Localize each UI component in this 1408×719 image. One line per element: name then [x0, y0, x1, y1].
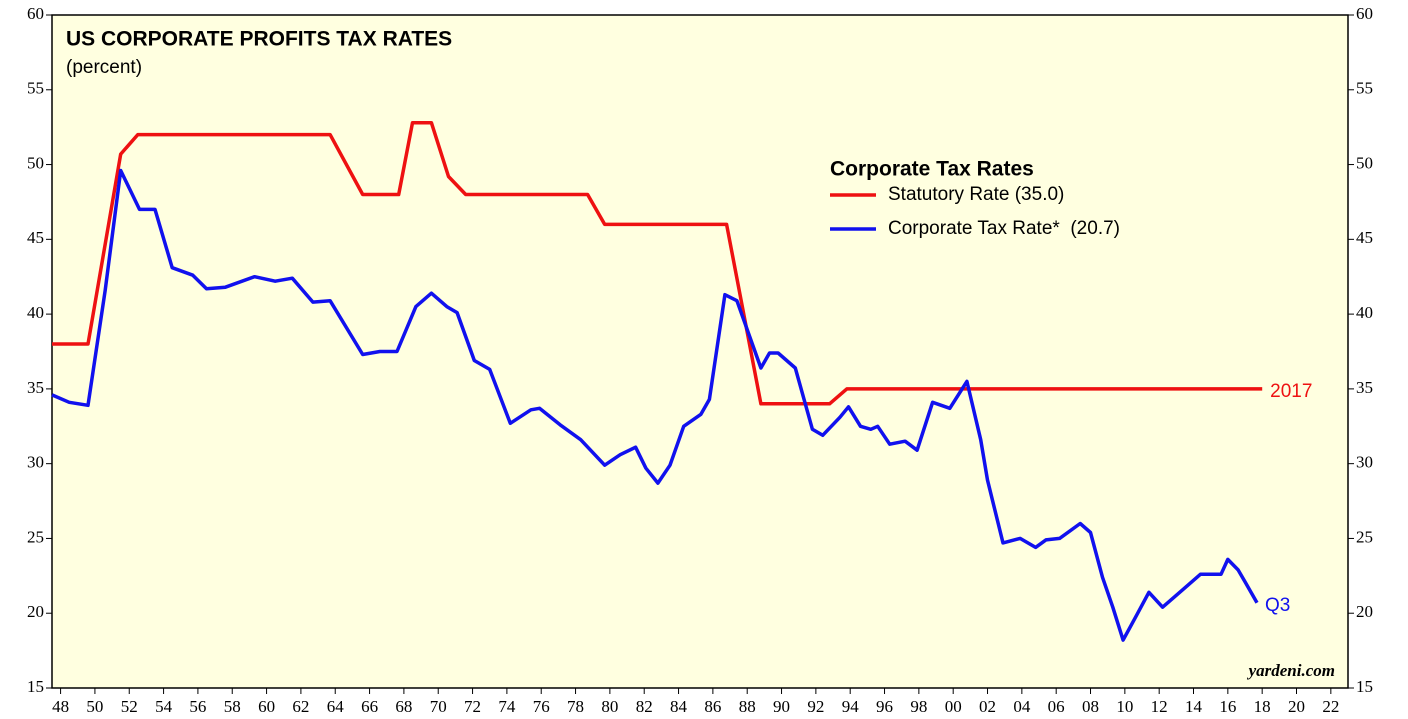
x-tick-label: 98	[910, 697, 927, 716]
x-tick-label: 94	[842, 697, 860, 716]
y-tick-label: 30	[27, 453, 44, 472]
x-tick-label: 68	[395, 697, 412, 716]
x-tick-label: 58	[224, 697, 241, 716]
x-tick-label: 84	[670, 697, 688, 716]
y-tick-label: 35	[27, 378, 44, 397]
y2-tick-label: 40	[1356, 303, 1373, 322]
series-line	[51, 168, 1259, 642]
series-line	[52, 120, 1263, 406]
y-tick-label: 15	[27, 677, 44, 696]
y2-tick-label: 15	[1356, 677, 1373, 696]
x-tick-label: 22	[1322, 697, 1339, 716]
x-tick-label: 70	[430, 697, 447, 716]
x-tick-label: 20	[1288, 697, 1305, 716]
x-tick-label: 76	[533, 697, 550, 716]
y2-tick-label: 50	[1356, 153, 1373, 172]
y-tick-label: 40	[27, 303, 44, 322]
x-tick-label: 54	[155, 697, 173, 716]
x-tick-label: 14	[1185, 697, 1203, 716]
x-tick-label: 88	[739, 697, 756, 716]
x-tick-label: 74	[498, 697, 516, 716]
y2-tick-label: 55	[1356, 79, 1373, 98]
x-tick-label: 78	[567, 697, 584, 716]
y2-tick-label: 35	[1356, 378, 1373, 397]
x-tick-label: 82	[636, 697, 653, 716]
x-tick-label: 80	[601, 697, 618, 716]
source: yardeni.com	[1247, 661, 1335, 680]
x-tick-label: 10	[1116, 697, 1133, 716]
y2-tick-label: 45	[1356, 228, 1373, 247]
y-tick-label: 50	[27, 153, 44, 172]
x-tick-label: 60	[258, 697, 275, 716]
x-tick-label: 00	[945, 697, 962, 716]
x-tick-label: 04	[1013, 697, 1031, 716]
x-tick-label: 96	[876, 697, 893, 716]
y-tick-label: 60	[27, 4, 44, 23]
legend-title: Corporate Tax Rates	[830, 158, 1034, 181]
y2-tick-label: 60	[1356, 4, 1373, 23]
x-tick-label: 92	[807, 697, 824, 716]
y2-tick-label: 20	[1356, 602, 1373, 621]
plot-area	[51, 14, 1349, 689]
end-label: 2017	[1270, 381, 1312, 402]
legend-label: Statutory Rate (35.0)	[888, 184, 1064, 205]
x-tick-label: 18	[1254, 697, 1271, 716]
x-tick-label: 50	[86, 697, 103, 716]
y-tick-label: 20	[27, 602, 44, 621]
legend-label: Corporate Tax Rate* (20.7)	[888, 218, 1120, 239]
x-tick-label: 90	[773, 697, 790, 716]
x-tick-label: 12	[1151, 697, 1168, 716]
y-tick-label: 25	[27, 527, 44, 546]
x-tick-label: 06	[1048, 697, 1065, 716]
x-tick-label: 52	[121, 697, 138, 716]
y2-tick-label: 25	[1356, 527, 1373, 546]
x-tick-label: 62	[292, 697, 309, 716]
y-tick-label: 55	[27, 79, 44, 98]
y2-tick-label: 30	[1356, 453, 1373, 472]
x-tick-label: 86	[704, 697, 721, 716]
x-tick-label: 66	[361, 697, 378, 716]
x-tick-label: 02	[979, 697, 996, 716]
end-label: Q3	[1265, 595, 1290, 616]
y-tick-label: 45	[27, 228, 44, 247]
x-tick-label: 08	[1082, 697, 1099, 716]
x-tick-label: 64	[327, 697, 345, 716]
x-tick-label: 56	[189, 697, 206, 716]
x-tick-label: 48	[52, 697, 69, 716]
chart-subtitle: (percent)	[66, 57, 142, 78]
x-tick-label: 16	[1219, 697, 1236, 716]
x-tick-label: 72	[464, 697, 481, 716]
chart-title: US CORPORATE PROFITS TAX RATES	[66, 28, 452, 51]
